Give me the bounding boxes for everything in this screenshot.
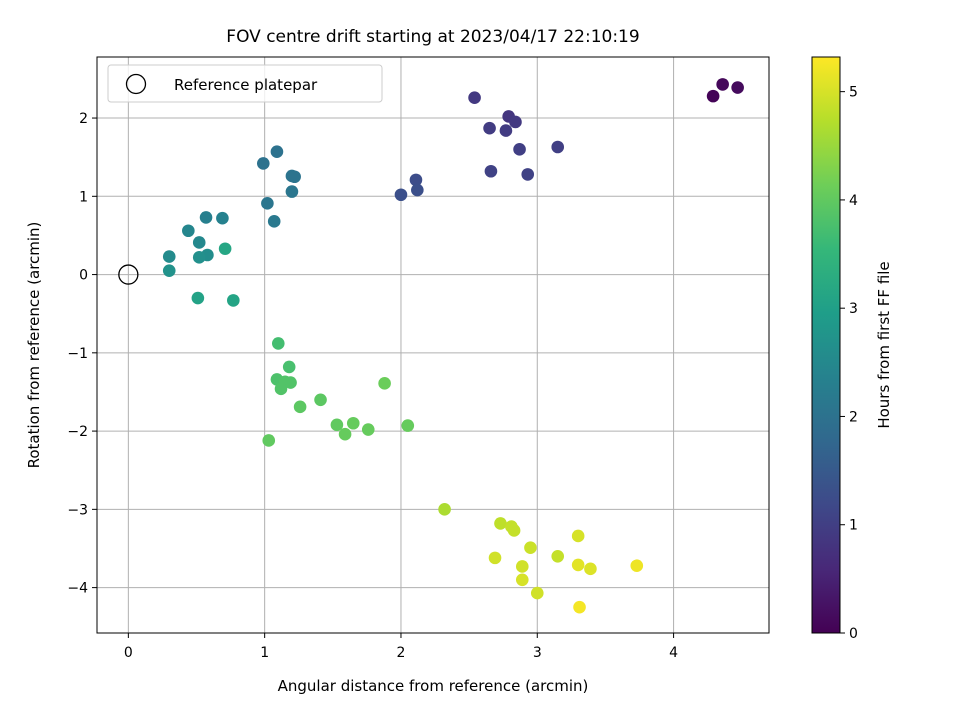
colorbar-ticks: 0 1 2 3 4 5 [840,85,858,642]
data-point [216,211,229,225]
data-point [162,250,176,263]
x-tick-label: 1 [260,645,269,661]
data-point [284,376,297,389]
legend-label-reference-platepar: Reference platepar [174,76,318,94]
data-point [270,145,284,158]
data-point [199,211,213,224]
colorbar-tick-label: 4 [849,193,858,209]
data-point [218,242,232,256]
legend-box [107,64,383,103]
data-point [584,562,597,576]
data-point [378,377,391,390]
data-point [530,586,544,600]
x-tick-label: 0 [124,645,133,661]
scatter-points [162,78,744,614]
data-point [551,550,565,563]
y-tick-label: 0 [79,268,88,284]
data-point [288,170,301,184]
data-point [507,524,521,537]
colorbar-tick-label: 2 [849,409,858,425]
data-point [573,600,586,614]
colorbar-label: Hours from first FF file [875,261,893,428]
data-point [267,215,281,228]
data-point [509,115,522,129]
y-tick-label: −4 [67,581,88,597]
data-point [438,503,451,516]
data-point [261,197,274,210]
data-point [494,517,507,530]
data-point [192,236,206,249]
data-point [282,360,296,374]
data-point [524,541,537,554]
data-point [409,173,423,187]
data-point [513,143,526,156]
y-tick-label: 2 [79,111,88,127]
colorbar-tick-label: 5 [849,85,858,101]
data-point [293,400,307,414]
x-tick-label: 3 [533,645,542,661]
plot-frame [96,56,770,634]
data-point [515,573,529,587]
data-point [484,164,498,178]
data-point [162,264,176,277]
y-tick-label: −1 [67,346,88,362]
data-point [551,140,565,154]
x-tick-label: 2 [397,645,406,661]
y-tick-label: −2 [67,424,88,440]
legend-marker-reference-platepar [125,73,147,95]
colorbar-tick-label: 3 [849,301,858,317]
colorbar-tick-label: 1 [849,518,858,534]
data-point [571,529,585,543]
plot-area [97,57,769,633]
data-point [401,419,415,432]
y-axis-label: Rotation from reference (arcmin) [25,222,43,469]
y-axis-ticks: −4 −3 −2 −1 0 1 2 [67,111,97,597]
data-point [706,89,720,103]
data-point [285,185,299,198]
y-tick-label: −3 [67,502,88,518]
data-point [411,183,424,197]
data-point [191,291,205,305]
colorbar [811,56,841,634]
data-point [468,91,481,104]
data-point [571,558,585,572]
data-point [274,382,288,396]
data-point [338,427,352,441]
data-point [262,434,276,447]
data-point [227,294,240,307]
data-point [192,251,206,264]
data-point [394,188,408,202]
data-point [330,418,344,432]
chart-title: FOV centre drift starting at 2023/04/17 … [226,27,639,47]
data-point [361,423,375,436]
data-point [521,168,535,181]
x-axis-ticks: 0 1 2 3 4 [124,633,678,661]
data-point [271,337,285,350]
x-tick-label: 4 [669,645,678,661]
data-point [314,393,327,407]
y-tick-label: 1 [79,189,88,205]
data-point [256,157,270,170]
x-axis-label: Angular distance from reference (arcmin) [278,677,589,695]
data-point [182,224,195,238]
data-point [346,416,360,430]
data-point [515,560,529,573]
data-point [716,78,729,91]
data-point [488,551,502,565]
data-point [499,124,513,137]
reference-platepar-marker [118,264,139,285]
data-point [630,559,644,572]
data-point [731,81,744,94]
legend: Reference platepar [107,64,383,103]
grid-lines [97,57,769,633]
data-point [483,121,496,135]
colorbar-tick-label: 0 [849,626,858,642]
